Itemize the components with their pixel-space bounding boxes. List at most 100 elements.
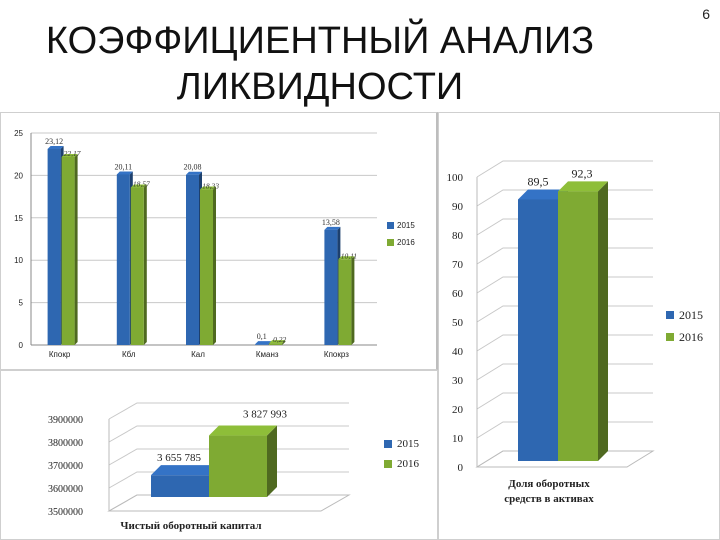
bar-2015-front xyxy=(324,229,338,345)
liquidity-ratios-chart-panel: 0 5 10 15 20 25 23,12 22,17 Кпокр 20,11 18,57 Кбл 20… xyxy=(0,112,438,370)
x-tick-label: средств в активах xyxy=(504,493,594,505)
gridline xyxy=(108,425,349,443)
x-tick-label: Чистый оборотный капитал xyxy=(120,520,261,532)
bar-2015 xyxy=(116,171,133,345)
legend-label-2015: 2015 xyxy=(679,308,703,322)
x-tick-label: Кпокр xyxy=(49,350,71,359)
bar-2016-top xyxy=(269,340,286,344)
bar-2016-front xyxy=(130,187,144,345)
bar-2016-front xyxy=(61,156,75,345)
data-label: 3 827 993 xyxy=(243,409,288,421)
slide-title: КОЭФФИЦИЕНТНЫЙ АНАЛИЗ ЛИКВИДНОСТИ xyxy=(0,18,640,110)
x-tick-label: Кал xyxy=(191,350,205,359)
y-tick-label: 15 xyxy=(14,214,23,223)
bar-2016-front xyxy=(200,189,213,345)
bar-2016-side xyxy=(598,181,608,461)
bar-2015 xyxy=(47,145,64,345)
data-label: 92,3 xyxy=(572,166,593,180)
y-tick-label: 3600000 xyxy=(48,484,83,495)
y-tick-label: 5 xyxy=(19,299,24,308)
y-tick-label: 3800000 xyxy=(48,438,83,449)
bar-2016-side xyxy=(267,425,277,497)
chart-floor xyxy=(475,450,655,468)
data-label: 10,11 xyxy=(341,251,357,260)
legend-swatch-2015 xyxy=(666,311,674,319)
bar-2015-top xyxy=(518,189,568,200)
data-label: 22,17 xyxy=(64,149,81,158)
y-tick-label: 40 xyxy=(452,346,464,358)
legend-swatch-2016 xyxy=(666,333,674,341)
bar-2016 xyxy=(200,186,216,345)
bar-2016-top xyxy=(130,184,147,188)
bar-2015-top xyxy=(151,465,219,476)
bar-2016 xyxy=(61,153,78,345)
data-label: 18,33 xyxy=(202,182,219,191)
bar-2015-front xyxy=(186,174,199,345)
bar-2015 xyxy=(255,341,272,345)
y-tick-label: 0 xyxy=(19,341,24,350)
legend-label-2016: 2016 xyxy=(397,238,415,247)
legend-label-2015: 2015 xyxy=(397,438,420,450)
data-label: 0,1 xyxy=(257,332,267,341)
bar-2016-top xyxy=(200,186,216,190)
bar-2016-front xyxy=(558,191,598,461)
bar-2015-top xyxy=(47,145,64,149)
y-tick-label: 10 xyxy=(452,433,464,445)
bar-2015 xyxy=(151,465,219,497)
legend-label-2016: 2016 xyxy=(397,458,420,470)
slide-title-line-1: КОЭФФИЦИЕНТНЫЙ АНАЛИЗ xyxy=(45,20,595,62)
bar-2015-front xyxy=(518,199,558,461)
y-tick-label: 3500000 xyxy=(48,507,83,518)
data-label: 23,12 xyxy=(45,137,63,146)
slide-title-line-2: ЛИКВИДНОСТИ xyxy=(176,66,464,108)
bar-2016-top xyxy=(558,181,608,192)
bar-2015-front xyxy=(255,344,269,345)
data-label: 89,5 xyxy=(528,174,549,188)
gridline xyxy=(108,402,349,420)
slide-number: 6 xyxy=(702,6,710,22)
current-assets-share-chart: 0 10 20 30 40 50 60 70 80 90 100 89,5 92,3 Доля оборо… xyxy=(447,160,703,505)
bar-2016 xyxy=(269,340,286,345)
bar-2015 xyxy=(186,171,202,345)
y-tick-label: 20 xyxy=(14,171,23,180)
y-tick-label: 3900000 xyxy=(48,415,83,426)
legend-swatch-2015 xyxy=(384,440,392,448)
y-tick-label: 70 xyxy=(452,259,464,271)
bar-2016-front xyxy=(269,343,283,345)
y-tick-label: 100 xyxy=(447,172,464,184)
data-label: 3 655 785 xyxy=(157,452,202,464)
bar-2015-front xyxy=(116,174,130,345)
y-tick-label: 25 xyxy=(14,129,23,138)
bar-2016 xyxy=(209,425,277,497)
bar-2016-side xyxy=(213,186,216,345)
bar-2015-front xyxy=(151,475,209,497)
data-label: 0,22 xyxy=(273,335,286,344)
data-label: 18,57 xyxy=(133,180,150,189)
bar-2016-top xyxy=(338,256,355,260)
gridline xyxy=(108,471,349,489)
chart-floor xyxy=(107,494,351,512)
bar-2015-top xyxy=(255,341,272,345)
data-label: 20,08 xyxy=(184,163,202,172)
x-tick-label: Кманз xyxy=(256,350,279,359)
bar-2016-front xyxy=(338,259,352,345)
y-tick-label: 20 xyxy=(452,404,464,416)
gridline xyxy=(476,160,653,178)
x-tick-label: Кпокрз xyxy=(324,350,349,359)
bar-2016-side xyxy=(143,184,147,345)
net-working-capital-chart: 3500000 3600000 3700000 3800000 3900000 3 655… xyxy=(48,402,420,532)
bar-2016-side xyxy=(74,153,78,345)
y-tick-label: 50 xyxy=(452,317,464,329)
x-tick-label: Доля оборотных xyxy=(508,478,590,490)
bar-2016 xyxy=(130,184,147,345)
bar-2016 xyxy=(558,181,608,461)
gridline xyxy=(108,494,349,512)
bar-2016-side xyxy=(351,256,355,345)
y-tick-label: 0 xyxy=(458,462,464,474)
y-tick-label: 80 xyxy=(452,230,464,242)
net-working-capital-chart-panel: 3500000 3600000 3700000 3800000 3900000 3 655… xyxy=(0,370,438,540)
bar-2015-top xyxy=(116,171,133,175)
current-assets-share-chart-panel: 0 10 20 30 40 50 60 70 80 90 100 89,5 92,3 Доля оборо… xyxy=(438,112,720,540)
legend-swatch-2016 xyxy=(387,239,394,246)
